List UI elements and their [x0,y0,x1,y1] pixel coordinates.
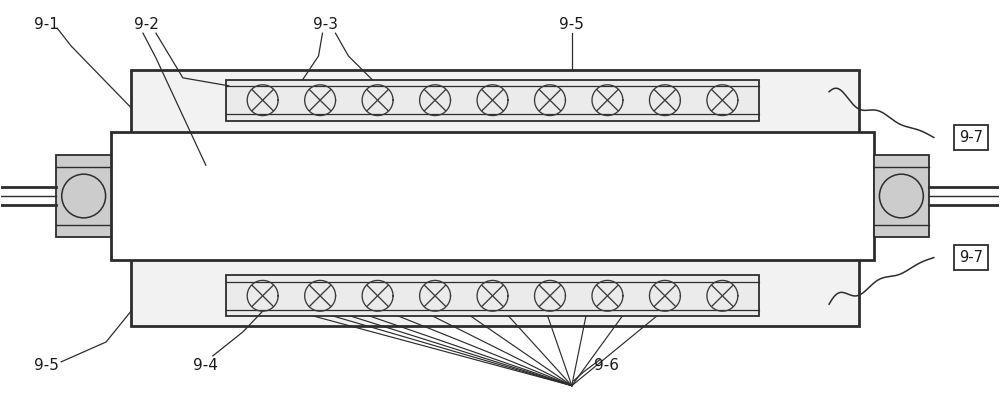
Bar [131,70,859,326]
Text: 9-5: 9-5 [34,358,59,373]
Text: 9-7: 9-7 [959,130,983,145]
Bar [111,132,874,260]
Text: 9-5: 9-5 [559,17,584,32]
Bar [56,155,111,237]
Text: 9-1: 9-1 [34,17,59,32]
Text: 9-3: 9-3 [313,17,338,32]
Text: 9-6: 9-6 [594,358,619,373]
Bar [874,155,929,237]
Bar [226,80,759,120]
Text: 9-7: 9-7 [959,250,983,265]
Text: 9-2: 9-2 [134,17,158,32]
Bar [226,275,759,316]
Text: 9-4: 9-4 [193,358,218,373]
